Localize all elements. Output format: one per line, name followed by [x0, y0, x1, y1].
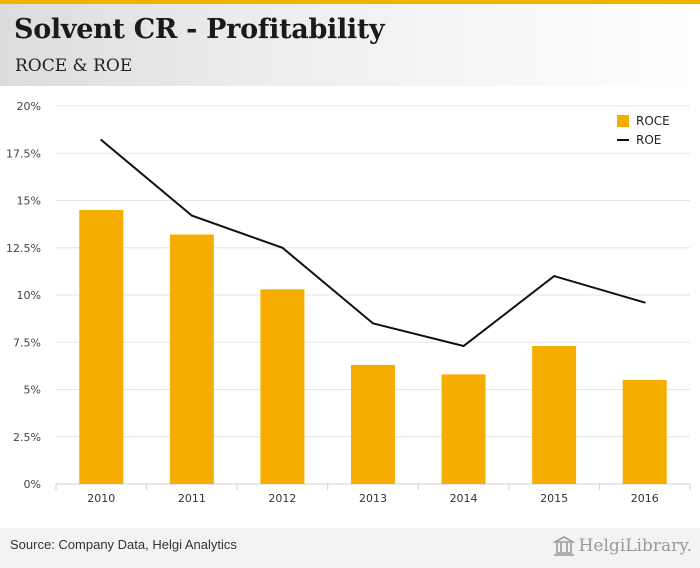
y-tick-label: 20%: [17, 100, 41, 113]
roe-line-layer: [100, 139, 646, 348]
roce-bars: [79, 209, 667, 484]
y-tick-label: 10%: [17, 289, 41, 302]
x-axis: 2010 2011 2012 2013 2014 2015 2016: [55, 484, 691, 505]
x-tick-label: 2015: [540, 492, 568, 505]
roe-point: [462, 345, 465, 348]
y-tick-label: 12.5%: [6, 242, 41, 255]
grid-layer: [56, 105, 690, 485]
x-tick-label: 2013: [359, 492, 387, 505]
legend-swatch-roce: [617, 115, 629, 127]
chart-area: 0% 2.5% 5% 7.5% 10% 12.5% 15% 17.5% 20% 2010 2011…: [0, 86, 700, 526]
roce-bar: [532, 346, 577, 484]
x-tick-label: 2011: [178, 492, 206, 505]
y-tick-label: 2.5%: [13, 431, 41, 444]
legend-label-roce: ROCE: [636, 114, 670, 128]
roce-bar: [622, 380, 667, 484]
roce-bar: [79, 209, 124, 484]
legend-label-roe: ROE: [636, 133, 661, 147]
x-tick-label: 2012: [268, 492, 296, 505]
roe-point: [281, 246, 284, 249]
chart-subtitle: ROCE & ROE: [15, 56, 133, 76]
roe-point: [643, 301, 646, 304]
chart-title: Solvent CR - Profitability: [14, 14, 385, 45]
accent-bar: [0, 0, 700, 4]
roe-point: [100, 139, 103, 142]
roe-point: [553, 275, 556, 278]
x-tick-label: 2010: [87, 492, 115, 505]
chart-legend: ROCE ROE: [617, 114, 670, 147]
profitability-chart: 0% 2.5% 5% 7.5% 10% 12.5% 15% 17.5% 20% 2010 2011…: [6, 100, 691, 505]
y-axis: 0% 2.5% 5% 7.5% 10% 12.5% 15% 17.5% 20%: [6, 100, 41, 491]
y-tick-label: 5%: [24, 384, 41, 397]
x-tick-label: 2014: [450, 492, 478, 505]
library-building-icon: [552, 536, 575, 556]
y-tick-label: 15%: [17, 195, 41, 208]
roe-point: [190, 214, 193, 217]
roce-bar: [260, 289, 305, 484]
roce-bar: [351, 364, 395, 484]
x-tick-label: 2016: [631, 492, 659, 505]
roce-bar: [441, 374, 486, 484]
roe-point: [372, 322, 374, 325]
roce-bar: [169, 234, 214, 484]
source-note: Source: Company Data, Helgi Analytics: [10, 537, 237, 552]
y-tick-label: 7.5%: [13, 336, 41, 349]
y-tick-label: 17.5%: [6, 147, 41, 160]
footer: Source: Company Data, Helgi Analytics He…: [0, 528, 700, 568]
y-tick-label: 0%: [24, 478, 41, 491]
logo-text: HelgiLibrary.: [578, 536, 692, 556]
chart-header: Solvent CR - Profitability ROCE & ROE: [0, 4, 700, 86]
helgi-library-logo: HelgiLibrary.: [552, 533, 692, 559]
